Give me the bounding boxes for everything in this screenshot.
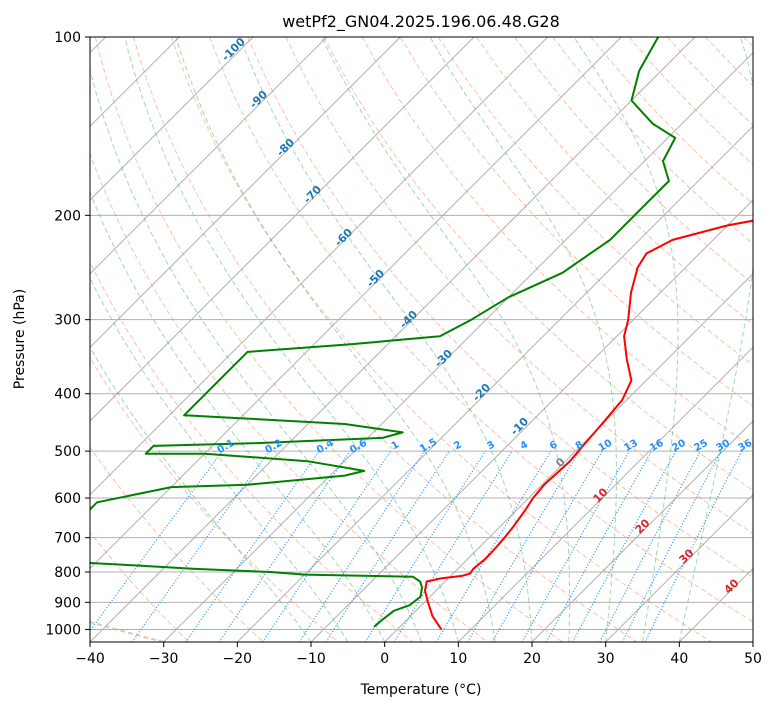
background-lines — [90, 37, 753, 642]
isotherm-line — [90, 37, 328, 275]
mixing-ratio-label: 8 — [574, 439, 586, 452]
mixing-ratio-label: 3 — [485, 439, 497, 452]
y-tick-label: 700 — [54, 531, 81, 547]
chart-title: wetPf2_GN04.2025.196.06.48.G28 — [282, 12, 560, 32]
isotherm-line — [384, 272, 753, 642]
mixing-ratio-line — [131, 450, 270, 642]
mixing-ratio-line — [364, 450, 486, 642]
mixing-ratio-label: 1 — [390, 439, 402, 452]
mixing-ratio-line — [298, 450, 425, 642]
y-tick-label: 300 — [54, 313, 81, 329]
mixing-ratio-line — [644, 450, 743, 642]
dry-adiabat-line — [399, 37, 753, 407]
y-tick-label: 100 — [54, 30, 81, 46]
y-tick-label: 600 — [54, 491, 81, 507]
x-tick-label: 0 — [380, 651, 389, 667]
isotherm-line — [457, 346, 753, 642]
axes: −40 −30 −20 −10 0 10 20 30 40 50 100 200 300 400 500 60… — [45, 30, 762, 667]
isotherm-line — [90, 37, 401, 349]
mixing-ratio-line — [393, 450, 513, 642]
dry-adiabat-line — [171, 37, 712, 642]
profile-series — [90, 37, 753, 630]
y-tick-label: 200 — [54, 208, 81, 224]
mixing-ratio-line — [90, 450, 223, 632]
x-tick-label: 30 — [597, 651, 615, 667]
dry-adiabat-line — [90, 152, 488, 642]
dry-adiabat-line — [323, 37, 753, 491]
mixing-ratio-line — [599, 450, 702, 642]
x-tick-label: 40 — [670, 651, 688, 667]
dry-adiabat-line — [132, 37, 638, 642]
x-tick-label: −20 — [223, 651, 253, 667]
dewpoint-profile-line — [90, 37, 677, 628]
moist-adiabat-line — [573, 37, 679, 642]
dry-adiabat-line — [90, 446, 264, 642]
isotherm-line — [531, 420, 753, 642]
mixing-ratio-line — [435, 450, 552, 642]
mixing-ratio-line — [545, 450, 653, 642]
x-tick-label: −10 — [296, 651, 326, 667]
isotherm-line — [90, 37, 254, 201]
x-tick-label: 10 — [449, 651, 467, 667]
isotherm-line — [90, 37, 475, 422]
isotherm-line — [90, 37, 696, 642]
mixing-ratio-label: 2 — [452, 439, 464, 452]
isotherm-line — [90, 37, 549, 496]
moist-adiabat-line — [124, 37, 459, 642]
dry-adiabat-line — [285, 37, 753, 535]
moist-adiabat-line — [175, 37, 496, 642]
y-axis-label: Pressure (hPa) — [12, 289, 28, 389]
y-tick-label: 1000 — [45, 622, 81, 638]
temperature-profile-line — [424, 219, 753, 630]
y-tick-label: 500 — [54, 444, 81, 460]
dry-adiabat-line — [476, 37, 753, 325]
moist-adiabat-line — [90, 190, 386, 642]
moist-adiabat-line — [429, 37, 617, 642]
dry-adiabat-line — [209, 37, 753, 623]
x-tick-label: 20 — [523, 651, 541, 667]
mixing-ratio-line — [325, 450, 450, 642]
moist-adiabat-line — [239, 37, 533, 642]
dry-adiabat-line — [247, 37, 753, 578]
dry-adiabat-line — [437, 37, 753, 366]
x-axis-label: Temperature (°C) — [360, 682, 482, 698]
dry-adiabat-line — [94, 37, 563, 642]
isotherm-line — [605, 493, 753, 642]
moist-adiabat-line — [321, 37, 571, 642]
mixing-ratio-line — [466, 450, 580, 642]
y-tick-label: 900 — [54, 595, 81, 611]
mixing-ratio-line — [621, 450, 722, 642]
dry-adiabat-line — [90, 531, 190, 642]
mixing-ratio-label: 6 — [548, 439, 560, 452]
y-tick-label: 400 — [54, 387, 81, 403]
plot-frame — [89, 36, 754, 643]
moist-adiabat-line — [90, 277, 349, 642]
mixing-ratio-label: 4 — [519, 439, 531, 452]
mixing-ratio-line — [262, 450, 392, 642]
moist-adiabat-line — [678, 37, 753, 642]
moist-adiabat-line — [90, 346, 312, 642]
dry-adiabat-line — [514, 37, 753, 285]
dry-adiabat-line — [90, 260, 414, 642]
isotherm-line — [236, 125, 753, 642]
x-tick-label: 50 — [744, 651, 762, 667]
isotherm-line — [163, 51, 753, 642]
isotherm-line — [90, 37, 622, 570]
y-tick-label: 800 — [54, 565, 81, 581]
moist-adiabat-line — [90, 67, 422, 642]
x-tick-label: −40 — [75, 651, 105, 667]
x-tick-label: −30 — [149, 651, 179, 667]
